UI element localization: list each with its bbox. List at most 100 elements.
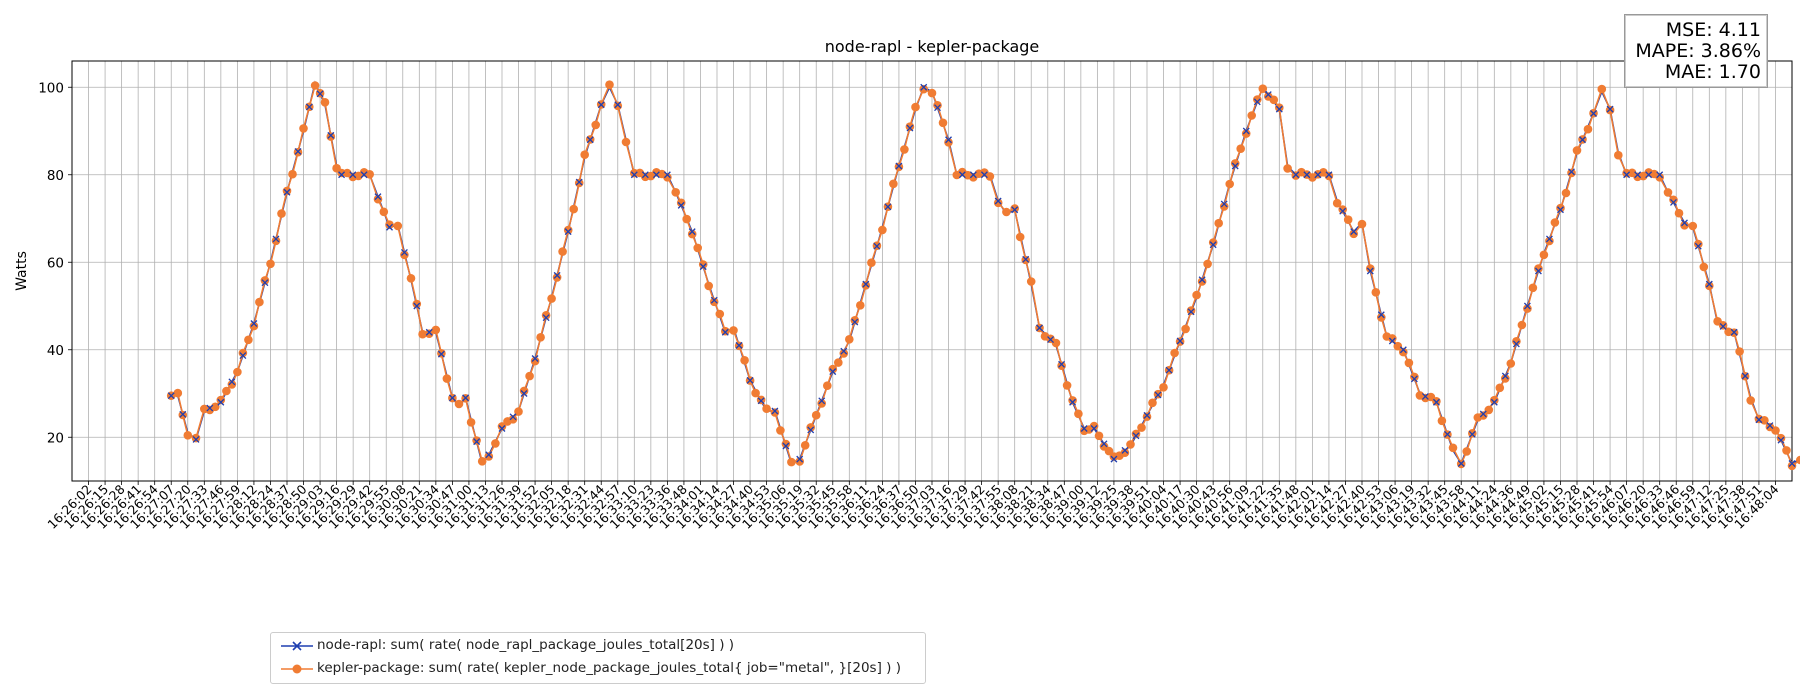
kepler-package-point bbox=[740, 356, 749, 365]
node-rapl-point bbox=[1132, 432, 1140, 440]
node-rapl-point bbox=[473, 438, 481, 446]
y-tick-label: 100 bbox=[38, 80, 64, 96]
legend-item-kepler-package: kepler-package: sum( rate( kepler_node_p… bbox=[271, 658, 925, 680]
node-rapl-point bbox=[1069, 398, 1077, 406]
kepler-package-point bbox=[704, 281, 713, 291]
node-rapl-point bbox=[1080, 425, 1088, 432]
kepler-package-point bbox=[1669, 195, 1678, 205]
node-rapl-point bbox=[1350, 228, 1358, 236]
kepler-package-point bbox=[1614, 150, 1623, 160]
y-tick-label: 20 bbox=[47, 430, 64, 446]
node-rapl-point bbox=[1100, 440, 1108, 448]
kepler-package-point bbox=[1771, 426, 1780, 435]
node-rapl-point bbox=[400, 248, 408, 256]
kepler-package-point bbox=[1462, 447, 1471, 456]
node-rapl-point bbox=[1036, 324, 1043, 332]
node-rapl-point bbox=[1557, 206, 1564, 214]
node-rapl-point bbox=[1421, 392, 1429, 400]
kepler-package-point bbox=[484, 452, 494, 461]
node-rapl-point bbox=[316, 90, 324, 98]
circle-marker-icon bbox=[281, 664, 313, 674]
kepler-package-point bbox=[183, 431, 193, 440]
kepler-package-point bbox=[1437, 416, 1447, 426]
kepler-package-point bbox=[1208, 238, 1218, 247]
chart-title: node-rapl - kepler-package bbox=[825, 37, 1040, 56]
kepler-package-point bbox=[1572, 146, 1582, 155]
node-rapl-point bbox=[1292, 171, 1300, 179]
node-rapl-point bbox=[945, 136, 952, 144]
node-rapl-point bbox=[688, 228, 696, 236]
node-rapl-point bbox=[349, 171, 357, 179]
kepler-package-point bbox=[709, 297, 719, 307]
node-rapl-point bbox=[1777, 436, 1785, 444]
legend-label-kepler-package: kepler-package: sum( rate( kepler_node_p… bbox=[317, 660, 901, 676]
kepler-package-point bbox=[1545, 236, 1554, 246]
kepler-package-point bbox=[1377, 313, 1386, 322]
kepler-package-point bbox=[1236, 144, 1245, 153]
kepler-package-point bbox=[525, 371, 534, 381]
kepler-package-point bbox=[1126, 440, 1135, 449]
kepler-package-point bbox=[379, 207, 389, 217]
kepler-package-point bbox=[1561, 188, 1571, 198]
node-rapl-point bbox=[1220, 200, 1228, 208]
node-rapl-point bbox=[969, 171, 977, 179]
node-rapl-point bbox=[413, 302, 421, 310]
node-rapl-point bbox=[1303, 171, 1311, 179]
kepler-package-point bbox=[233, 367, 242, 377]
kepler-package-point bbox=[806, 423, 815, 432]
kepler-package-point bbox=[1448, 443, 1458, 453]
node-rapl-point bbox=[757, 397, 765, 405]
kepler-package-point bbox=[1410, 372, 1419, 382]
node-rapl-point bbox=[1399, 346, 1407, 354]
kepler-package-point bbox=[1680, 221, 1689, 230]
node-rapl-point bbox=[782, 442, 790, 450]
kepler-package-point bbox=[222, 386, 231, 396]
kepler-package-point bbox=[227, 380, 237, 389]
node-rapl-point bbox=[1623, 171, 1631, 179]
kepler-package-point bbox=[776, 426, 785, 435]
kepler-package-point bbox=[1404, 358, 1414, 368]
kepler-package-point bbox=[1324, 171, 1334, 181]
kepler-package-point bbox=[751, 388, 760, 398]
kepler-package-point bbox=[216, 395, 226, 405]
node-rapl-point bbox=[1047, 336, 1054, 344]
kepler-package-point bbox=[905, 122, 915, 131]
node-rapl-point bbox=[542, 314, 550, 322]
node-rapl-point bbox=[1670, 198, 1677, 206]
kepler-package-point bbox=[671, 188, 680, 197]
kepler-package-point bbox=[900, 145, 909, 154]
kepler-package-point bbox=[1170, 348, 1179, 358]
node-rapl-point bbox=[462, 394, 470, 402]
kepler-package-point bbox=[698, 260, 708, 269]
kepler-package-point bbox=[418, 329, 427, 339]
kepler-package-point bbox=[1694, 239, 1703, 249]
kepler-package-point bbox=[682, 214, 691, 224]
node-rapl-point bbox=[1275, 105, 1283, 113]
node-rapl-point bbox=[1366, 267, 1374, 275]
kepler-package-point bbox=[919, 84, 928, 94]
kepler-package-point bbox=[424, 329, 434, 339]
kepler-package-point bbox=[1349, 229, 1358, 239]
kepler-package-point bbox=[795, 457, 804, 466]
chart-legend: node-rapl: sum( rate( node_rapl_package_… bbox=[270, 632, 926, 684]
node-rapl-point bbox=[641, 171, 649, 179]
kepler-package-point bbox=[580, 150, 589, 159]
kepler-package-point bbox=[1371, 288, 1381, 297]
kepler-package-point bbox=[1203, 259, 1212, 269]
node-rapl-point bbox=[1011, 206, 1019, 214]
node-rapl-point bbox=[1534, 267, 1542, 275]
node-rapl-point bbox=[906, 124, 914, 132]
kepler-package-point bbox=[1137, 423, 1146, 432]
node-rapl-point bbox=[1110, 455, 1118, 463]
node-rapl-point bbox=[586, 136, 594, 144]
mse-label: MSE: 4.11 bbox=[1665, 19, 1761, 41]
y-tick-label: 40 bbox=[47, 343, 64, 359]
kepler-package-point bbox=[1782, 446, 1791, 455]
kepler-package-point bbox=[1275, 103, 1284, 112]
node-rapl-point bbox=[1198, 276, 1206, 284]
node-rapl-point bbox=[807, 426, 815, 434]
kepler-package-point bbox=[1089, 421, 1099, 431]
node-rapl-point bbox=[1694, 242, 1702, 250]
node-rapl-point bbox=[531, 355, 539, 362]
node-rapl-point bbox=[895, 162, 903, 170]
